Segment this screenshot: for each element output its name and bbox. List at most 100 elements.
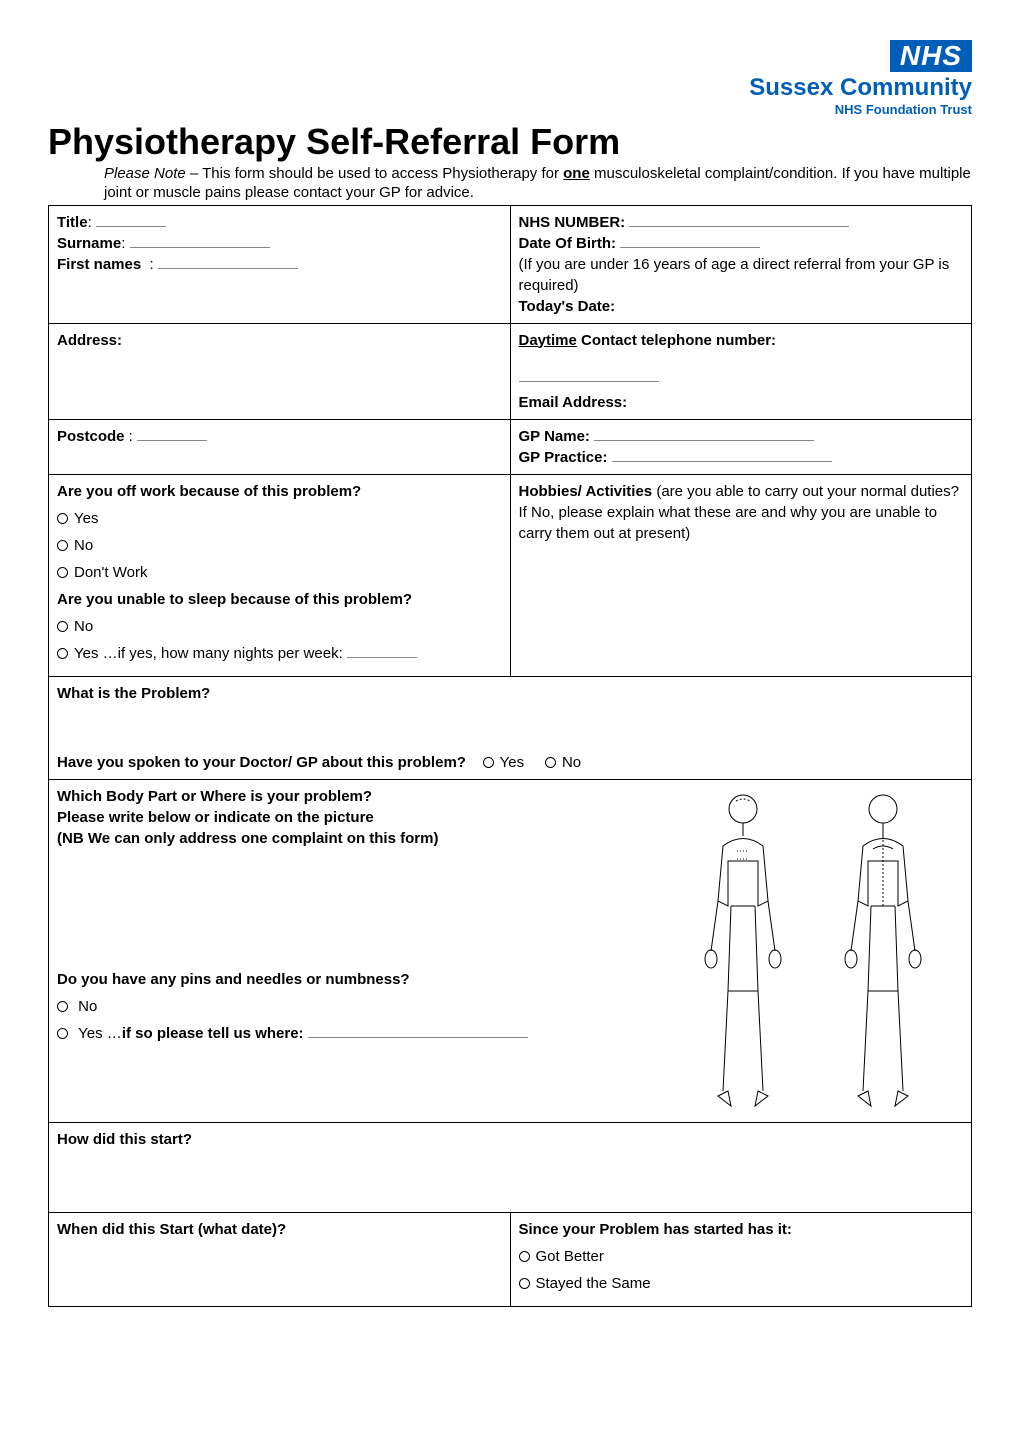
body-diagram-svg xyxy=(663,786,963,1116)
daytime-label: Daytime xyxy=(519,332,577,349)
how-start-cell: How did this start? xyxy=(49,1122,972,1212)
gp-practice-row: GP Practice: xyxy=(519,447,964,468)
spoken-question: Have you spoken to your Doctor/ GP about… xyxy=(57,754,466,771)
radio-icon xyxy=(57,540,68,551)
radio-icon xyxy=(483,757,494,768)
progress-better-label: Got Better xyxy=(536,1248,604,1265)
logo-line2: NHS Foundation Trust xyxy=(835,102,972,117)
how-start-answer-area[interactable] xyxy=(57,1150,963,1206)
spoken-no-label: No xyxy=(562,754,581,771)
dob-row: Date Of Birth: xyxy=(519,233,964,254)
work-sleep-cell: Are you off work because of this problem… xyxy=(49,474,511,676)
surname-label: Surname xyxy=(57,235,121,252)
dob-label: Date Of Birth: xyxy=(519,235,617,252)
title-label: Title xyxy=(57,214,88,231)
today-label: Today's Date: xyxy=(519,298,616,315)
offwork-no-label: No xyxy=(74,537,93,554)
offwork-no-option[interactable]: No xyxy=(57,535,502,556)
personal-right-cell: NHS NUMBER: Date Of Birth: (If you are u… xyxy=(510,205,972,323)
spoken-doctor-row: Have you spoken to your Doctor/ GP about… xyxy=(57,752,963,773)
offwork-dontwork-label: Don't Work xyxy=(74,564,147,581)
sleep-yes-label: Yes …if yes, how many nights per week: xyxy=(74,645,343,662)
radio-icon xyxy=(519,1251,530,1262)
when-start-question: When did this Start (what date)? xyxy=(57,1221,286,1238)
note-body-pre: This form should be used to access Physi… xyxy=(202,165,563,182)
phone-input[interactable] xyxy=(519,367,659,382)
surname-input[interactable] xyxy=(130,233,270,248)
offwork-yes-option[interactable]: Yes xyxy=(57,508,502,529)
since-start-cell: Since your Problem has started has it: G… xyxy=(510,1212,972,1306)
radio-icon xyxy=(57,1001,68,1012)
address-cell: Address: xyxy=(49,323,511,419)
form-note: Please Note – This form should be used t… xyxy=(104,165,972,203)
sleep-no-label: No xyxy=(74,618,93,635)
radio-icon xyxy=(545,757,556,768)
email-label: Email Address: xyxy=(519,394,628,411)
spoken-no-option[interactable]: No xyxy=(545,754,581,771)
how-start-question: How did this start? xyxy=(57,1129,963,1150)
personal-left-cell: Title: Surname: First names : xyxy=(49,205,511,323)
radio-icon xyxy=(57,513,68,524)
today-date-row: Today's Date: xyxy=(519,296,964,317)
radio-icon xyxy=(57,1028,68,1039)
firstnames-label: First names xyxy=(57,256,141,273)
postcode-input[interactable] xyxy=(137,426,207,441)
firstnames-input[interactable] xyxy=(158,254,298,269)
nhs-number-row: NHS NUMBER: xyxy=(519,212,964,233)
under16-note: (If you are under 16 years of age a dire… xyxy=(519,254,964,296)
postcode-label: Postcode xyxy=(57,428,125,445)
email-row: Email Address: xyxy=(519,392,964,413)
phone-label-rest: Contact telephone number: xyxy=(577,332,776,349)
when-start-cell: When did this Start (what date)? xyxy=(49,1212,511,1306)
progress-same-option[interactable]: Stayed the Same xyxy=(519,1273,964,1294)
nhs-number-input[interactable] xyxy=(629,212,849,227)
logo-line1: Sussex Community xyxy=(749,74,972,102)
offwork-yes-label: Yes xyxy=(74,510,98,527)
radio-icon xyxy=(57,621,68,632)
postcode-cell: Postcode : xyxy=(49,419,511,474)
title-input[interactable] xyxy=(96,212,166,227)
gp-name-row: GP Name: xyxy=(519,426,964,447)
gp-name-label: GP Name: xyxy=(519,428,590,445)
nights-per-week-input[interactable] xyxy=(347,643,417,658)
contact-cell: Daytime Contact telephone number: Email … xyxy=(510,323,972,419)
page-title: Physiotherapy Self-Referral Form xyxy=(48,121,972,163)
nhs-number-label: NHS NUMBER: xyxy=(519,214,626,231)
radio-icon xyxy=(57,648,68,659)
pins-where-input[interactable] xyxy=(308,1023,528,1038)
daytime-phone-row: Daytime Contact telephone number: xyxy=(519,330,964,351)
problem-cell: What is the Problem? Have you spoken to … xyxy=(49,676,972,779)
firstnames-field-row: First names : xyxy=(57,254,502,275)
gp-practice-input[interactable] xyxy=(612,447,832,462)
header-logo-row: NHS Sussex Community NHS Foundation Trus… xyxy=(48,40,972,117)
phone-input-row xyxy=(519,367,964,388)
body-diagram[interactable] xyxy=(663,786,963,1116)
pins-yes-bold: if so please tell us where: xyxy=(122,1025,304,1042)
hobbies-cell: Hobbies/ Activities (are you able to car… xyxy=(510,474,972,676)
note-lead: Please Note xyxy=(104,165,186,182)
referral-form-table: Title: Surname: First names : NHS NUMBER… xyxy=(48,205,972,1307)
surname-field-row: Surname: xyxy=(57,233,502,254)
problem-question: What is the Problem? xyxy=(57,683,963,704)
problem-answer-area[interactable] xyxy=(57,704,963,752)
gp-name-input[interactable] xyxy=(594,426,814,441)
sleep-no-option[interactable]: No xyxy=(57,616,502,637)
title-field-row: Title: xyxy=(57,212,502,233)
since-question: Since your Problem has started has it: xyxy=(519,1219,964,1240)
hobbies-label: Hobbies/ Activities xyxy=(519,483,653,500)
spoken-yes-label: Yes xyxy=(500,754,524,771)
sleep-yes-option[interactable]: Yes …if yes, how many nights per week: xyxy=(57,643,502,664)
gp-practice-label: GP Practice: xyxy=(519,449,608,466)
nhs-logo-block: NHS Sussex Community NHS Foundation Trus… xyxy=(749,40,972,117)
progress-better-option[interactable]: Got Better xyxy=(519,1246,964,1267)
gp-cell: GP Name: GP Practice: xyxy=(510,419,972,474)
body-part-cell: Which Body Part or Where is your problem… xyxy=(49,779,972,1122)
offwork-dontwork-option[interactable]: Don't Work xyxy=(57,562,502,583)
sleep-question: Are you unable to sleep because of this … xyxy=(57,589,502,610)
address-label: Address: xyxy=(57,332,122,349)
pins-yes-pre: Yes … xyxy=(78,1025,122,1042)
spoken-yes-option[interactable]: Yes xyxy=(483,754,529,771)
radio-icon xyxy=(519,1278,530,1289)
dob-input[interactable] xyxy=(620,233,760,248)
pins-no-label: No xyxy=(78,998,97,1015)
